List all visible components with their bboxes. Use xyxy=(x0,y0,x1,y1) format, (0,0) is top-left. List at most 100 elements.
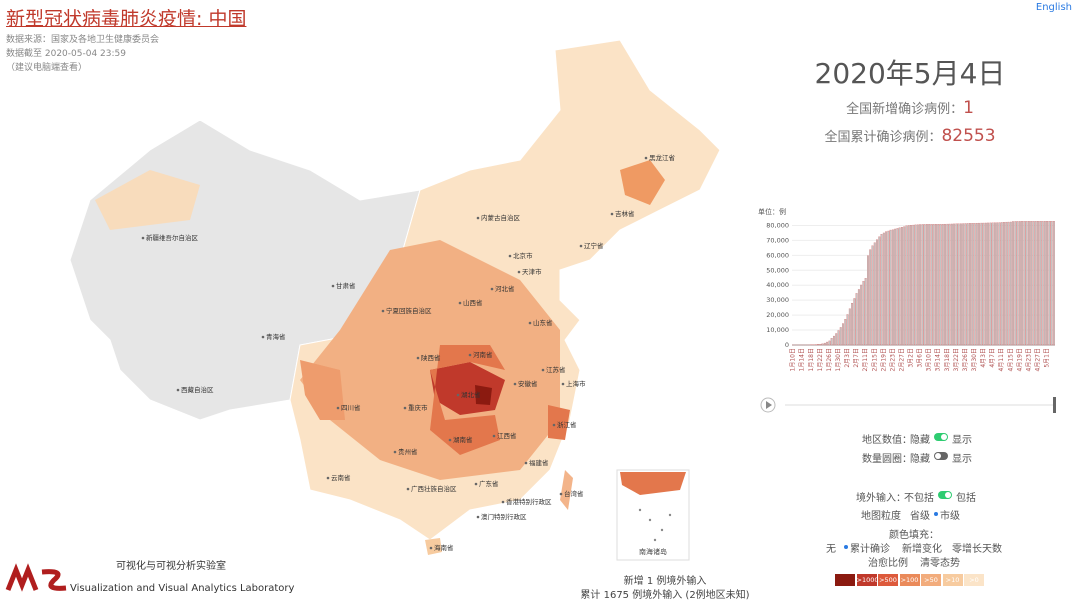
radio-option[interactable]: 市级 xyxy=(940,511,960,522)
bar xyxy=(916,224,919,346)
radio-option[interactable]: 累计确诊 xyxy=(850,544,890,555)
province-dot xyxy=(326,476,330,480)
text: 累计 xyxy=(580,590,601,601)
region-henan-hunan xyxy=(430,345,505,455)
legend-swatch[interactable]: >50 xyxy=(921,574,941,586)
radio-option[interactable]: 清零态势 xyxy=(920,558,960,569)
bar xyxy=(1012,221,1014,346)
bar xyxy=(914,224,917,346)
x-tick-label: 1月26日 xyxy=(826,348,833,371)
province-label: 重庆市 xyxy=(408,403,428,412)
bar xyxy=(993,222,996,346)
radio-option[interactable]: 无 xyxy=(826,544,836,555)
bar xyxy=(898,227,901,346)
x-tick-label: 4月11日 xyxy=(998,348,1005,371)
bar xyxy=(891,229,894,346)
province-label: 江苏省 xyxy=(546,365,566,374)
radio-dot xyxy=(934,512,938,516)
option-on[interactable]: 包括 xyxy=(956,493,976,504)
option-on[interactable]: 显示 xyxy=(952,435,972,446)
switch-knob xyxy=(945,492,951,498)
province-dot xyxy=(261,335,265,339)
bar xyxy=(971,223,974,346)
switch[interactable] xyxy=(938,491,952,499)
province-label: 黑龙江省 xyxy=(649,153,676,162)
option-off[interactable]: 隐藏 xyxy=(910,435,930,446)
province-label: 辽宁省 xyxy=(584,241,604,250)
region-wuhan xyxy=(475,385,492,405)
language-link[interactable]: English xyxy=(1035,2,1072,13)
option-off[interactable]: 隐藏 xyxy=(910,454,930,465)
bar xyxy=(869,249,872,346)
switch[interactable] xyxy=(934,433,948,441)
bar xyxy=(1003,222,1005,346)
bar xyxy=(867,255,869,346)
control-label: 地图粒度 xyxy=(861,511,901,522)
province-label: 湖南省 xyxy=(453,435,473,444)
bar xyxy=(966,223,969,346)
legend-swatch[interactable] xyxy=(835,574,855,586)
province-dot xyxy=(508,254,512,258)
bar xyxy=(962,223,965,346)
province-dot xyxy=(644,156,648,160)
x-tick-label: 1月30日 xyxy=(835,348,842,371)
region-northwest xyxy=(95,170,200,230)
x-tick-label: 4月3日 xyxy=(980,348,987,368)
province-dot xyxy=(176,388,180,392)
y-tick-label: 80,000 xyxy=(766,221,789,229)
timeline-handle[interactable] xyxy=(1053,397,1056,413)
switch[interactable] xyxy=(934,452,948,460)
text: 例境外输入 (2例地区未知) xyxy=(632,590,750,601)
x-tick-label: 1月22日 xyxy=(817,348,824,371)
bar xyxy=(830,338,833,346)
control-label: 颜色填充： xyxy=(889,530,939,541)
bar xyxy=(871,245,874,346)
bar xyxy=(1005,221,1008,346)
bar xyxy=(989,222,992,346)
option-off[interactable]: 不包括 xyxy=(904,493,934,504)
legend-swatch[interactable]: >10 xyxy=(942,574,963,586)
x-tick-label: 4月15日 xyxy=(1007,348,1014,371)
radio-option[interactable]: 新增变化 xyxy=(902,544,942,555)
bar xyxy=(953,223,956,346)
option-on[interactable]: 显示 xyxy=(952,454,972,465)
x-tick-label: 2月15日 xyxy=(871,348,878,371)
y-tick-label: 10,000 xyxy=(766,326,789,334)
bar xyxy=(932,224,935,346)
radio-option[interactable]: 省级 xyxy=(910,511,930,522)
bar xyxy=(1043,221,1046,346)
number: 1675 xyxy=(603,590,630,601)
radio-option[interactable]: 零增长天数 xyxy=(952,544,1002,555)
bar xyxy=(987,222,990,346)
bar xyxy=(973,223,976,346)
legend-swatch[interactable]: >0 xyxy=(964,574,984,586)
play-icon xyxy=(766,401,772,409)
cumulative-chart: 单位：例 0 10,000 20,000 30,000 40,000 50,000 60,0… xyxy=(758,207,1055,371)
legend-swatch[interactable]: >1000 xyxy=(856,574,879,586)
radio-option[interactable]: 治愈比例 xyxy=(868,558,908,569)
bar xyxy=(998,222,1001,346)
bar xyxy=(819,343,822,346)
province-dot xyxy=(456,393,460,397)
bar xyxy=(826,341,829,346)
bar xyxy=(944,223,946,346)
province-label: 福建省 xyxy=(529,458,549,467)
province-dot xyxy=(476,515,480,519)
province-dot xyxy=(448,438,452,442)
bar xyxy=(1025,221,1028,346)
text: 例境外输入 xyxy=(656,576,707,587)
province-dot xyxy=(474,482,478,486)
bar xyxy=(1021,221,1024,346)
inset-label: 南海诸岛 xyxy=(639,547,667,556)
bar xyxy=(978,222,980,346)
bar xyxy=(950,223,953,346)
legend-swatch[interactable]: >100 xyxy=(899,574,920,586)
bar xyxy=(846,314,849,346)
updated: 数据截至 2020-05-04 23:59 xyxy=(6,49,126,59)
bar xyxy=(1048,221,1051,346)
legend-swatch[interactable]: >500 xyxy=(878,574,898,586)
bar xyxy=(1039,221,1042,346)
bar xyxy=(991,222,994,346)
x-tick-label: 3月14日 xyxy=(935,348,942,371)
